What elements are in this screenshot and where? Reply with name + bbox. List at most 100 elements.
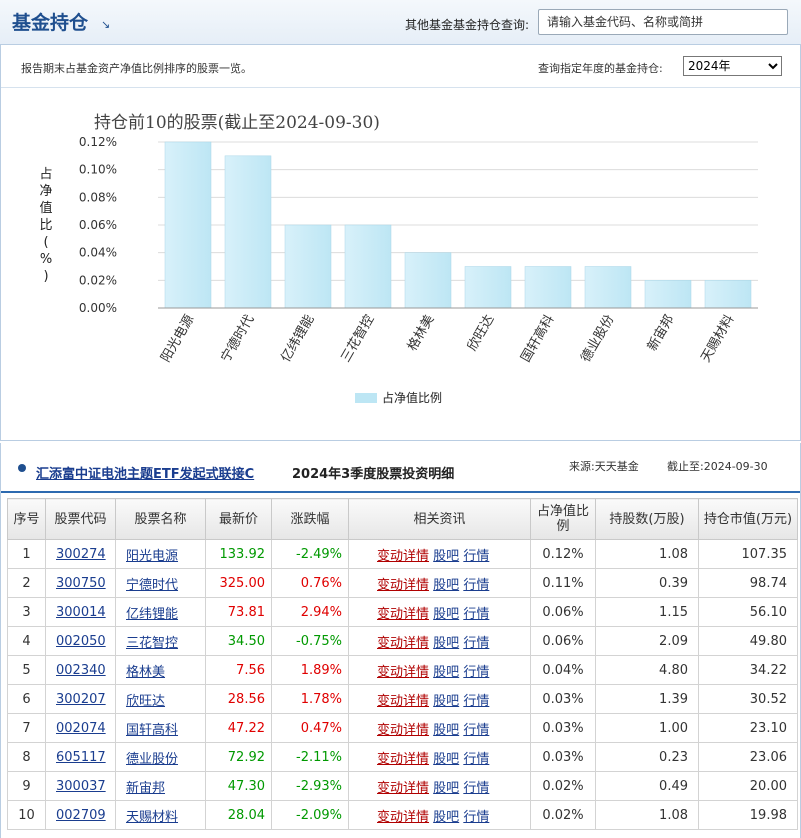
stock-code-link[interactable]: 300750 [56, 575, 106, 591]
quote-link[interactable]: 行情 [463, 722, 490, 738]
change-detail-link[interactable]: 变动详情 [377, 548, 430, 564]
stock-name-link[interactable]: 阳光电源 [126, 548, 179, 564]
change-detail-link[interactable]: 变动详情 [377, 809, 430, 825]
price-change: -0.75% [271, 626, 349, 656]
change-detail-link[interactable]: 变动详情 [377, 751, 430, 767]
bar [164, 141, 212, 309]
stock-name-link[interactable]: 格林美 [126, 664, 166, 680]
y-tick-label: 0.12% [79, 135, 117, 149]
guba-link[interactable]: 股吧 [433, 809, 460, 825]
stock-name-cell: 三花智控 [115, 626, 206, 656]
shares-held: 4.80 [595, 655, 699, 685]
stock-code-link[interactable]: 002050 [56, 633, 106, 649]
market-value: 107.35 [698, 539, 798, 569]
stock-code-link[interactable]: 002340 [56, 662, 106, 678]
search-label: 其他基金基金持仓查询: [405, 18, 530, 32]
stock-name-link[interactable]: 三花智控 [126, 635, 179, 651]
guba-link[interactable]: 股吧 [433, 693, 460, 709]
guba-link[interactable]: 股吧 [433, 751, 460, 767]
stock-name-link[interactable]: 国轩高科 [126, 722, 179, 738]
bar [284, 224, 332, 309]
market-value: 23.10 [698, 713, 798, 743]
bar [524, 266, 572, 309]
quote-link[interactable]: 行情 [463, 548, 490, 564]
net-value-ratio: 0.12% [530, 539, 596, 569]
stock-name-link[interactable]: 新宙邦 [126, 780, 166, 796]
market-value: 56.10 [698, 597, 798, 627]
stock-code-cell: 300750 [45, 568, 116, 598]
quote-link[interactable]: 行情 [463, 780, 490, 796]
change-detail-link[interactable]: 变动详情 [377, 780, 430, 796]
quote-link[interactable]: 行情 [463, 606, 490, 622]
quote-link[interactable]: 行情 [463, 635, 490, 651]
stock-name-link[interactable]: 德业股份 [126, 751, 179, 767]
stock-code-link[interactable]: 002074 [56, 720, 106, 736]
guba-link[interactable]: 股吧 [433, 606, 460, 622]
col-header-price: 最新价 [205, 498, 272, 540]
y-axis-label-char: ( [43, 235, 49, 250]
change-detail-link[interactable]: 变动详情 [377, 664, 430, 680]
price-change: -2.11% [271, 742, 349, 772]
related-links: 变动详情 股吧 行情 [348, 684, 531, 714]
net-value-ratio: 0.04% [530, 655, 596, 685]
collapse-arrow-icon[interactable]: ↘ [101, 18, 111, 31]
quote-link[interactable]: 行情 [463, 577, 490, 593]
stock-name-link[interactable]: 亿纬锂能 [126, 606, 179, 622]
stock-name-link[interactable]: 宁德时代 [126, 577, 179, 593]
guba-link[interactable]: 股吧 [433, 664, 460, 680]
x-tick-label: 格林美 [404, 312, 437, 354]
stock-name-link[interactable]: 欣旺达 [126, 693, 166, 709]
table-row: 2 300750 宁德时代 325.00 0.76% 变动详情 股吧 行情 0.11% 0.3… [7, 568, 798, 598]
row-index: 6 [7, 684, 46, 714]
latest-price: 72.92 [205, 742, 272, 772]
x-tick-label: 欣旺达 [465, 313, 497, 354]
market-value: 19.98 [698, 800, 798, 830]
stock-code-link[interactable]: 605117 [56, 749, 106, 765]
stock-code-link[interactable]: 300207 [56, 691, 106, 707]
table-row: 3 300014 亿纬锂能 73.81 2.94% 变动详情 股吧 行情 0.06% 1.15… [7, 597, 798, 627]
stock-code-link[interactable]: 300274 [56, 546, 106, 562]
guba-link[interactable]: 股吧 [433, 635, 460, 651]
fund-name-link[interactable]: 汇添富中证电池主题ETF发起式联接C [36, 467, 255, 482]
stock-code-link[interactable]: 300014 [56, 604, 106, 620]
shares-held: 0.23 [595, 742, 699, 772]
change-detail-link[interactable]: 变动详情 [377, 635, 430, 651]
related-links: 变动详情 股吧 行情 [348, 655, 531, 685]
quote-link[interactable]: 行情 [463, 693, 490, 709]
col-header-links: 相关资讯 [348, 498, 531, 540]
year-select[interactable]: 2024年 [683, 56, 782, 76]
latest-price: 34.50 [205, 626, 272, 656]
page-title: 基金持仓 [12, 12, 89, 34]
stock-code-link[interactable]: 002709 [56, 807, 106, 823]
title-bar: 基金持仓 ↘ 其他基金基金持仓查询: [0, 0, 801, 45]
change-detail-link[interactable]: 变动详情 [377, 577, 430, 593]
stock-code-cell: 002709 [45, 800, 116, 830]
quote-link[interactable]: 行情 [463, 664, 490, 680]
holdings-table: 序号 股票代码 股票名称 最新价 涨跌幅 相关资讯 占净值比例 持股数(万股) … [7, 498, 798, 830]
y-tick-label: 0.04% [79, 246, 117, 260]
stock-code-link[interactable]: 300037 [56, 778, 106, 794]
quote-link[interactable]: 行情 [463, 809, 490, 825]
col-header-value: 持仓市值(万元) [698, 498, 798, 540]
bar [224, 155, 272, 309]
col-header-index: 序号 [7, 498, 46, 540]
x-tick-label: 国轩高科 [518, 312, 558, 365]
net-value-ratio: 0.11% [530, 568, 596, 598]
guba-link[interactable]: 股吧 [433, 577, 460, 593]
row-index: 9 [7, 771, 46, 801]
guba-link[interactable]: 股吧 [433, 548, 460, 564]
stock-name-link[interactable]: 天赐材料 [126, 809, 179, 825]
price-change: -2.49% [271, 539, 349, 569]
guba-link[interactable]: 股吧 [433, 780, 460, 796]
change-detail-link[interactable]: 变动详情 [377, 693, 430, 709]
stock-code-cell: 300037 [45, 771, 116, 801]
bar [464, 266, 512, 309]
quote-link[interactable]: 行情 [463, 751, 490, 767]
change-detail-link[interactable]: 变动详情 [377, 722, 430, 738]
fund-search-input[interactable] [538, 9, 788, 35]
guba-link[interactable]: 股吧 [433, 722, 460, 738]
related-links: 变动详情 股吧 行情 [348, 597, 531, 627]
change-detail-link[interactable]: 变动详情 [377, 606, 430, 622]
stock-name-cell: 天赐材料 [115, 800, 206, 830]
bar [584, 266, 632, 309]
